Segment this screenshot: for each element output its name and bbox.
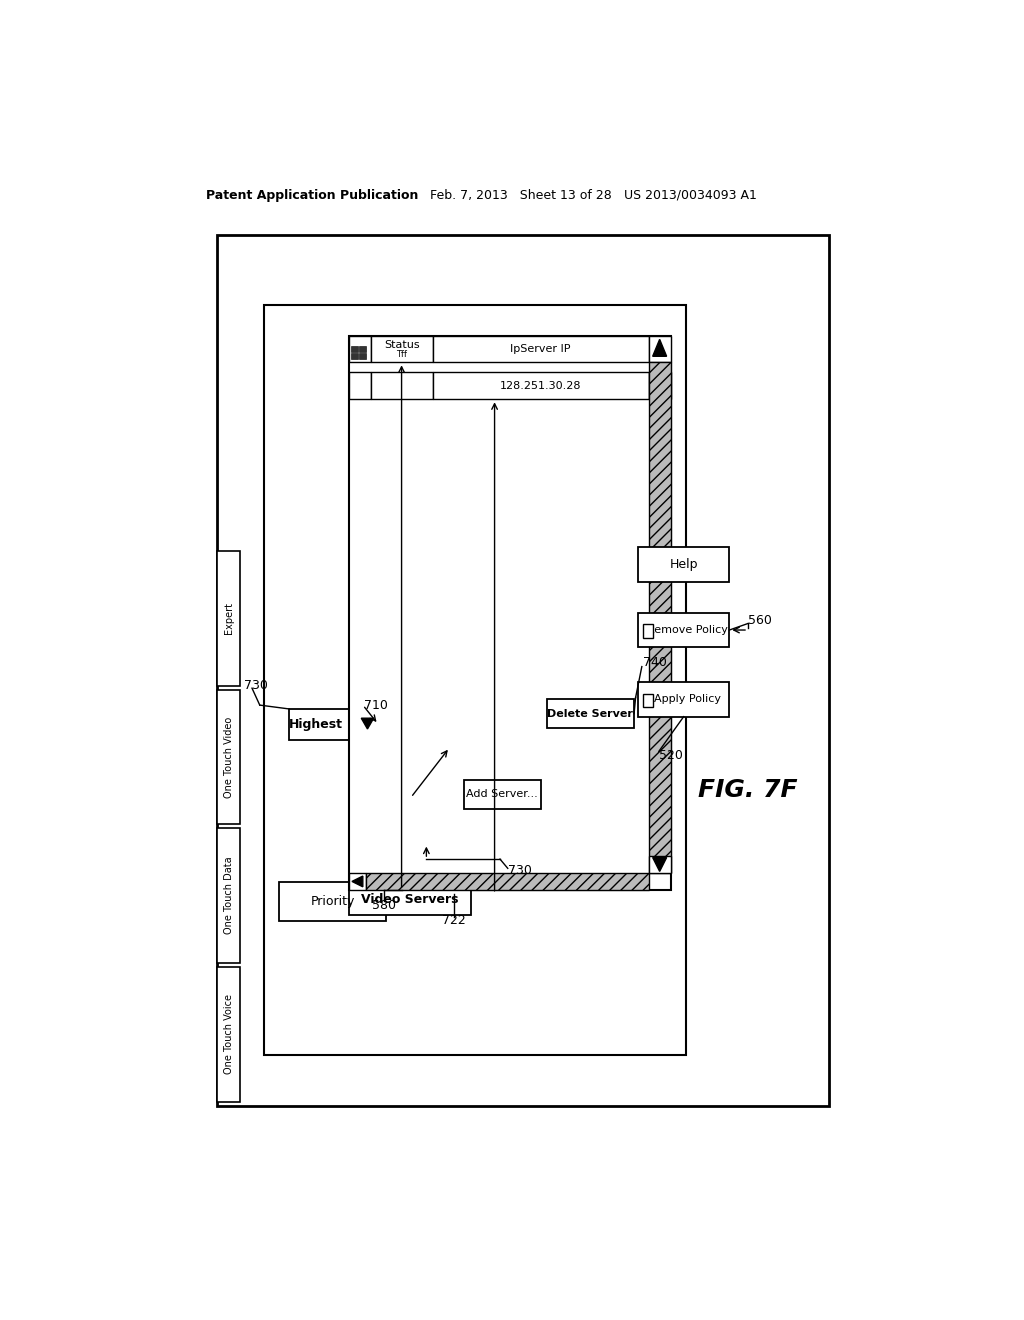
Text: Delete Server: Delete Server — [548, 709, 633, 718]
Text: Apply Policy: Apply Policy — [654, 694, 721, 705]
Bar — [649, 372, 671, 400]
Text: 580: 580 — [372, 899, 395, 912]
Text: Video Servers: Video Servers — [361, 894, 459, 907]
Polygon shape — [361, 718, 374, 729]
Bar — [349, 372, 371, 400]
Bar — [643, 693, 653, 708]
Bar — [280, 882, 386, 921]
Bar — [351, 354, 358, 359]
Bar — [217, 968, 241, 1102]
Text: Highest: Highest — [290, 718, 343, 731]
Bar — [649, 857, 671, 873]
Bar — [217, 689, 241, 825]
Bar — [464, 780, 541, 809]
Text: Add Server...: Add Server... — [467, 789, 539, 800]
Bar — [217, 235, 829, 1106]
Bar — [432, 372, 649, 400]
Bar — [349, 335, 671, 890]
Bar — [263, 305, 686, 1056]
Bar — [289, 709, 378, 739]
Text: Help: Help — [670, 558, 698, 572]
Text: Expert: Expert — [224, 602, 233, 635]
Bar — [547, 700, 634, 729]
Bar — [351, 346, 358, 351]
Polygon shape — [652, 339, 667, 356]
Text: Remove Policy: Remove Policy — [647, 626, 728, 635]
Text: One Touch Voice: One Touch Voice — [224, 994, 233, 1074]
Bar — [217, 829, 241, 964]
Bar — [649, 363, 671, 873]
Text: IpServer IP: IpServer IP — [510, 345, 571, 354]
Text: 710: 710 — [365, 698, 388, 711]
Text: Priority: Priority — [310, 895, 354, 908]
Bar — [349, 884, 471, 915]
Bar — [432, 335, 649, 363]
Text: 128.251.30.28: 128.251.30.28 — [500, 381, 582, 391]
Text: Feb. 7, 2013   Sheet 13 of 28: Feb. 7, 2013 Sheet 13 of 28 — [430, 189, 612, 202]
Bar — [371, 372, 432, 400]
Text: 730: 730 — [508, 865, 531, 878]
Text: One Touch Data: One Touch Data — [224, 857, 233, 935]
Bar — [349, 873, 366, 890]
Bar — [643, 624, 653, 638]
Text: FIG. 7F: FIG. 7F — [698, 777, 798, 801]
Bar — [217, 552, 241, 686]
Bar — [359, 346, 366, 351]
Bar — [349, 335, 371, 363]
Text: 722: 722 — [441, 915, 465, 927]
Text: Patent Application Publication: Patent Application Publication — [206, 189, 418, 202]
Bar — [359, 354, 366, 359]
Bar — [638, 612, 729, 647]
Polygon shape — [352, 876, 362, 887]
Bar — [366, 873, 649, 890]
Text: 560: 560 — [748, 614, 772, 627]
Bar — [638, 548, 729, 582]
Text: Status: Status — [384, 341, 420, 350]
Bar — [638, 682, 729, 717]
Bar — [649, 335, 671, 363]
Text: One Touch Video: One Touch Video — [224, 717, 233, 797]
Text: 740: 740 — [643, 656, 668, 669]
Bar — [371, 335, 432, 363]
Text: US 2013/0034093 A1: US 2013/0034093 A1 — [624, 189, 757, 202]
Text: 520: 520 — [658, 748, 683, 762]
Polygon shape — [652, 858, 667, 871]
Text: Tff: Tff — [396, 350, 408, 359]
Text: 730: 730 — [245, 680, 268, 693]
